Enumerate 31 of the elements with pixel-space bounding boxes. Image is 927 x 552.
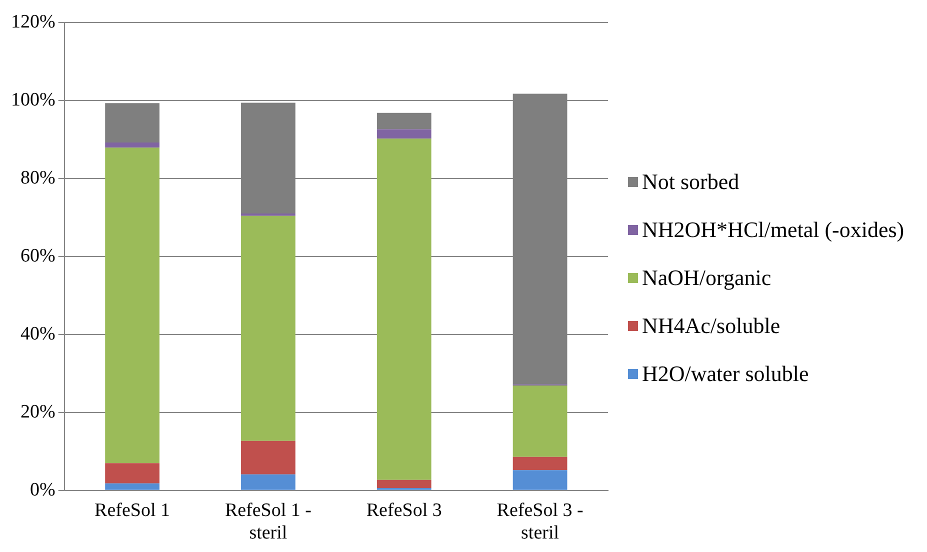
y-tick-label: 20%: [20, 401, 56, 422]
y-tick-label: 60%: [20, 245, 56, 266]
x-tick-label: RefeSol 1 - steril: [224, 500, 312, 544]
bar: [241, 216, 296, 441]
bar: [241, 474, 296, 490]
y-tick-label: 80%: [20, 167, 56, 188]
y-tick-label: 40%: [20, 323, 56, 344]
y-tick-label: 0%: [30, 479, 56, 500]
bar: [105, 142, 160, 148]
legend-label: NH2OH*HCl/metal (-oxides): [642, 216, 904, 244]
bar: [105, 103, 160, 143]
bar: [105, 483, 160, 490]
y-tick-label: 100%: [11, 89, 56, 110]
bar: [376, 129, 432, 139]
x-tick-label: RefeSol 3 - steril: [496, 500, 584, 544]
y-tick-label: 120%: [11, 11, 56, 32]
bar: [376, 480, 432, 488]
bar: [376, 138, 432, 480]
legend-label: Not sorbed: [642, 168, 740, 196]
x-tick-label: RefeSol 3: [366, 500, 442, 521]
bar: [512, 385, 568, 457]
bar: [512, 456, 568, 470]
bar: [512, 470, 568, 490]
legend-label: H2O/water soluble: [642, 360, 809, 388]
legend-label: NaOH/organic: [642, 264, 772, 292]
legend-label: NH4Ac/soluble: [642, 312, 780, 340]
bar: [376, 112, 432, 130]
bar: [105, 148, 160, 464]
bar: [105, 463, 160, 484]
x-tick-label: RefeSol 1: [94, 500, 170, 521]
bar: [241, 440, 296, 474]
